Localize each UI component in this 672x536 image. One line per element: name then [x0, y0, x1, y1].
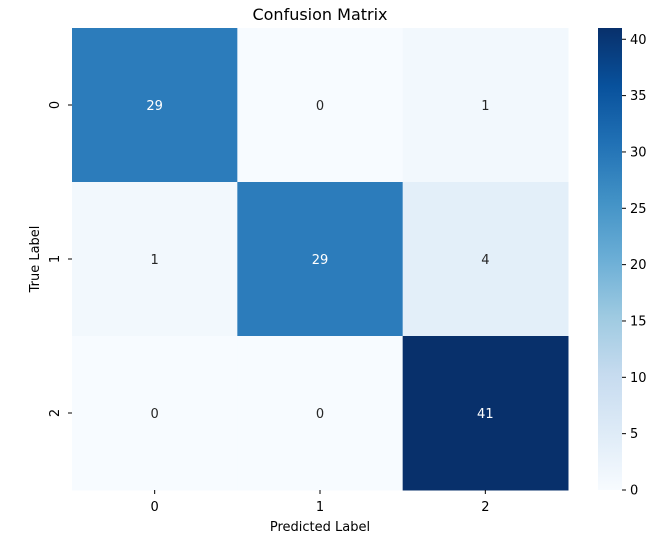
- cell-value-label: 4: [481, 253, 489, 268]
- x-axis-label: Predicted Label: [270, 520, 370, 535]
- x-axis-ticks: 0 1 2: [151, 490, 489, 515]
- cell-value-label: 29: [146, 99, 163, 114]
- y-tick-label: 1: [48, 255, 63, 263]
- colorbar-tick-label: 30: [630, 145, 647, 160]
- y-tick-label: 2: [48, 409, 63, 417]
- heatmap-cells: [72, 28, 569, 491]
- cell-value-label: 0: [151, 407, 159, 422]
- heatmap-cell: [402, 336, 569, 491]
- y-axis-ticks: 0 1 2: [48, 101, 72, 417]
- cell-annotations: 29 0 1 1 29 4 0 0 41: [146, 99, 493, 422]
- colorbar-tick-label: 10: [630, 371, 647, 386]
- heatmap-cell: [72, 28, 238, 183]
- colorbar-tick-label: 35: [630, 89, 647, 104]
- x-tick-label: 0: [151, 500, 159, 515]
- heatmap-cell: [402, 28, 569, 183]
- colorbar-tick-label: 25: [630, 202, 647, 217]
- cell-value-label: 0: [316, 407, 324, 422]
- colorbar-tick-label: 15: [630, 314, 647, 329]
- chart-title: Confusion Matrix: [252, 5, 387, 24]
- x-tick-label: 1: [316, 500, 324, 515]
- heatmap-cell: [72, 182, 238, 337]
- heatmap-cell: [237, 336, 404, 491]
- cell-value-label: 1: [481, 99, 489, 114]
- colorbar-tick-label: 40: [630, 33, 647, 48]
- colorbar: [598, 28, 622, 490]
- colorbar-ticks: 0 5 10 15 20 25 30 35 40: [622, 33, 647, 499]
- cell-value-label: 29: [312, 253, 329, 268]
- heatmap-cell: [72, 336, 238, 491]
- colorbar-tick-label: 5: [630, 427, 638, 442]
- heatmap-cell: [402, 182, 569, 337]
- cell-value-label: 41: [477, 407, 494, 422]
- cell-value-label: 1: [151, 253, 159, 268]
- y-tick-label: 0: [48, 101, 63, 109]
- colorbar-tick-label: 0: [630, 484, 638, 499]
- x-tick-label: 2: [481, 500, 489, 515]
- heatmap-cell: [237, 182, 404, 337]
- y-axis-label: True Label: [28, 226, 43, 294]
- heatmap-cell: [237, 28, 404, 183]
- colorbar-tick-label: 20: [630, 258, 647, 273]
- cell-value-label: 0: [316, 99, 324, 114]
